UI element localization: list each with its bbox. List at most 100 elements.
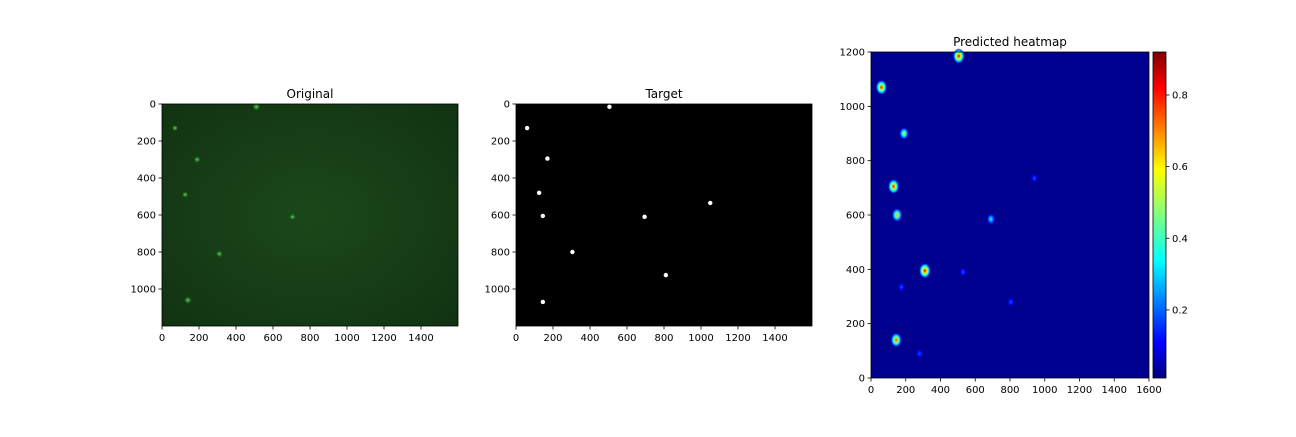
target-point xyxy=(708,200,713,206)
y-tick-label: 0 xyxy=(150,100,156,111)
x-tick-label: 1400 xyxy=(762,333,787,344)
predicted-peak xyxy=(952,48,965,64)
original-spot xyxy=(181,191,189,198)
panel-original-title: Original xyxy=(287,87,334,101)
x-tick-label: 0 xyxy=(868,385,874,396)
predicted-frame xyxy=(870,51,1150,379)
target-point xyxy=(570,249,575,255)
x-tick-label: 1600 xyxy=(1136,385,1161,396)
original-spot xyxy=(193,156,201,163)
original-spot xyxy=(215,250,223,258)
x-tick-label: 1000 xyxy=(1032,385,1057,396)
x-tick-label: 1200 xyxy=(1067,385,1092,396)
predicted-heatmap-image xyxy=(871,48,1149,378)
colorbar-tick-label: 0.2 xyxy=(1172,305,1188,316)
original-spot xyxy=(252,102,261,111)
x-tick-label: 400 xyxy=(580,333,599,344)
colorbar-gradient xyxy=(1152,51,1167,379)
target-point xyxy=(607,104,612,109)
x-tick-label: 400 xyxy=(226,333,245,344)
panel-target: Target 0 200 400 600 800 1000 1200 1400 0 200 400… xyxy=(485,87,813,344)
y-tick-label: 0 xyxy=(504,100,510,111)
x-tick-label: 600 xyxy=(966,385,985,396)
target-point xyxy=(524,125,530,131)
y-tick-label: 400 xyxy=(491,174,510,185)
predicted-peak xyxy=(1030,173,1039,184)
predicted-peak xyxy=(1007,297,1015,307)
predicted-peak xyxy=(891,208,903,222)
colorbar-tick-label: 0.8 xyxy=(1172,90,1188,101)
y-tick-label: 0 xyxy=(859,374,865,385)
colorbar-ticks: 0.2 0.4 0.6 0.8 xyxy=(1166,90,1188,316)
predicted-peak xyxy=(899,127,909,140)
target-image xyxy=(516,104,812,326)
target-point xyxy=(663,272,669,278)
original-image xyxy=(162,102,458,326)
y-tick-label: 400 xyxy=(137,174,156,185)
y-tick-label: 1000 xyxy=(131,285,156,296)
target-x-ticks: 0 200 400 600 800 1000 1200 1400 xyxy=(513,326,788,344)
panel-original: Original 0 200 400 600 800 1000 1200 1400 0 200 4… xyxy=(131,87,459,344)
x-tick-label: 800 xyxy=(1000,385,1019,396)
original-spot xyxy=(171,124,179,132)
predicted-peak xyxy=(890,332,902,348)
x-tick-label: 1400 xyxy=(1102,385,1127,396)
y-tick-label: 400 xyxy=(846,265,865,276)
original-frame xyxy=(161,103,459,327)
predicted-background xyxy=(871,52,1149,378)
y-tick-label: 200 xyxy=(137,137,156,148)
target-point xyxy=(540,213,546,219)
y-tick-label: 600 xyxy=(137,211,156,222)
original-spot xyxy=(184,296,192,304)
predicted-peak xyxy=(986,213,996,225)
target-point xyxy=(540,299,546,305)
y-tick-label: 1200 xyxy=(840,48,865,59)
x-tick-label: 1200 xyxy=(725,333,750,344)
panel-predicted-title: Predicted heatmap xyxy=(953,35,1067,49)
x-tick-label: 800 xyxy=(654,333,673,344)
colorbar-tick-label: 0.4 xyxy=(1172,234,1188,245)
colorbar: 0.2 0.4 0.6 0.8 xyxy=(1152,51,1188,379)
predicted-x-ticks: 0 200 400 600 800 1000 1200 1400 1600 xyxy=(868,378,1162,396)
x-tick-label: 800 xyxy=(300,333,319,344)
predicted-peak xyxy=(897,282,906,292)
target-point xyxy=(642,214,647,220)
y-tick-label: 800 xyxy=(846,156,865,167)
x-tick-label: 400 xyxy=(931,385,950,396)
target-background xyxy=(516,104,812,326)
target-frame xyxy=(515,103,813,327)
predicted-peak xyxy=(959,267,967,277)
original-spot xyxy=(289,213,296,221)
target-point xyxy=(545,156,550,161)
original-x-ticks: 0 200 400 600 800 1000 1200 1400 xyxy=(159,326,434,344)
panel-target-title: Target xyxy=(644,87,682,101)
predicted-peak xyxy=(887,178,900,195)
y-tick-label: 600 xyxy=(846,211,865,222)
x-tick-label: 1000 xyxy=(688,333,713,344)
y-tick-label: 1000 xyxy=(840,102,865,113)
x-tick-label: 200 xyxy=(189,333,208,344)
y-tick-label: 200 xyxy=(491,137,510,148)
x-tick-label: 600 xyxy=(617,333,636,344)
x-tick-label: 1200 xyxy=(371,333,396,344)
x-tick-label: 200 xyxy=(896,385,915,396)
colorbar-tick-label: 0.6 xyxy=(1172,162,1188,173)
panel-predicted: Predicted heatmap 0 200 400 600 800 1000 1200 1… xyxy=(840,35,1188,396)
original-texture xyxy=(162,104,458,326)
x-tick-label: 0 xyxy=(513,333,519,344)
x-tick-label: 600 xyxy=(263,333,282,344)
predicted-peak xyxy=(915,348,924,359)
predicted-peak xyxy=(918,262,931,279)
predicted-peak xyxy=(875,79,888,95)
original-y-ticks: 0 200 400 600 800 1000 xyxy=(131,100,162,296)
x-tick-label: 0 xyxy=(159,333,165,344)
x-tick-label: 1000 xyxy=(334,333,359,344)
predicted-y-ticks: 0 200 400 600 800 1000 1200 xyxy=(840,48,871,385)
y-tick-label: 200 xyxy=(846,319,865,330)
x-tick-label: 1400 xyxy=(408,333,433,344)
y-tick-label: 800 xyxy=(491,248,510,259)
y-tick-label: 1000 xyxy=(485,285,510,296)
y-tick-label: 600 xyxy=(491,211,510,222)
